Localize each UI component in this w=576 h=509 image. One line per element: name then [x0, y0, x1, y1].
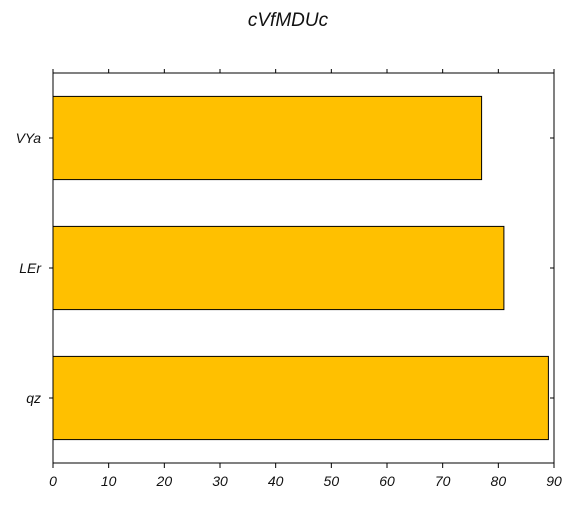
x-tick-label: 70 [435, 473, 451, 489]
x-tick-label: 50 [324, 473, 340, 489]
bar-VYa [52, 95, 483, 181]
x-tick-label: 10 [101, 473, 117, 489]
x-tick-label: 80 [491, 473, 507, 489]
chart-title: cVfMDUc [247, 10, 329, 31]
x-tick-label: 20 [156, 473, 173, 489]
x-tick-label: 90 [546, 473, 562, 489]
bar-qz [52, 355, 549, 441]
bars-layer [52, 95, 549, 441]
bar-LEr [52, 225, 505, 311]
x-tick-label: 30 [212, 473, 228, 489]
y-tick-label: LEr [19, 260, 42, 276]
x-tick-label: 0 [49, 473, 57, 489]
x-tick-label: 60 [379, 473, 395, 489]
y-tick-label: qz [26, 390, 41, 406]
axes-layer: VYa LEr qz 0 10 20 30 40 50 60 70 80 90 [16, 69, 562, 489]
y-tick-label: VYa [16, 130, 42, 146]
x-tick-label: 40 [268, 473, 284, 489]
